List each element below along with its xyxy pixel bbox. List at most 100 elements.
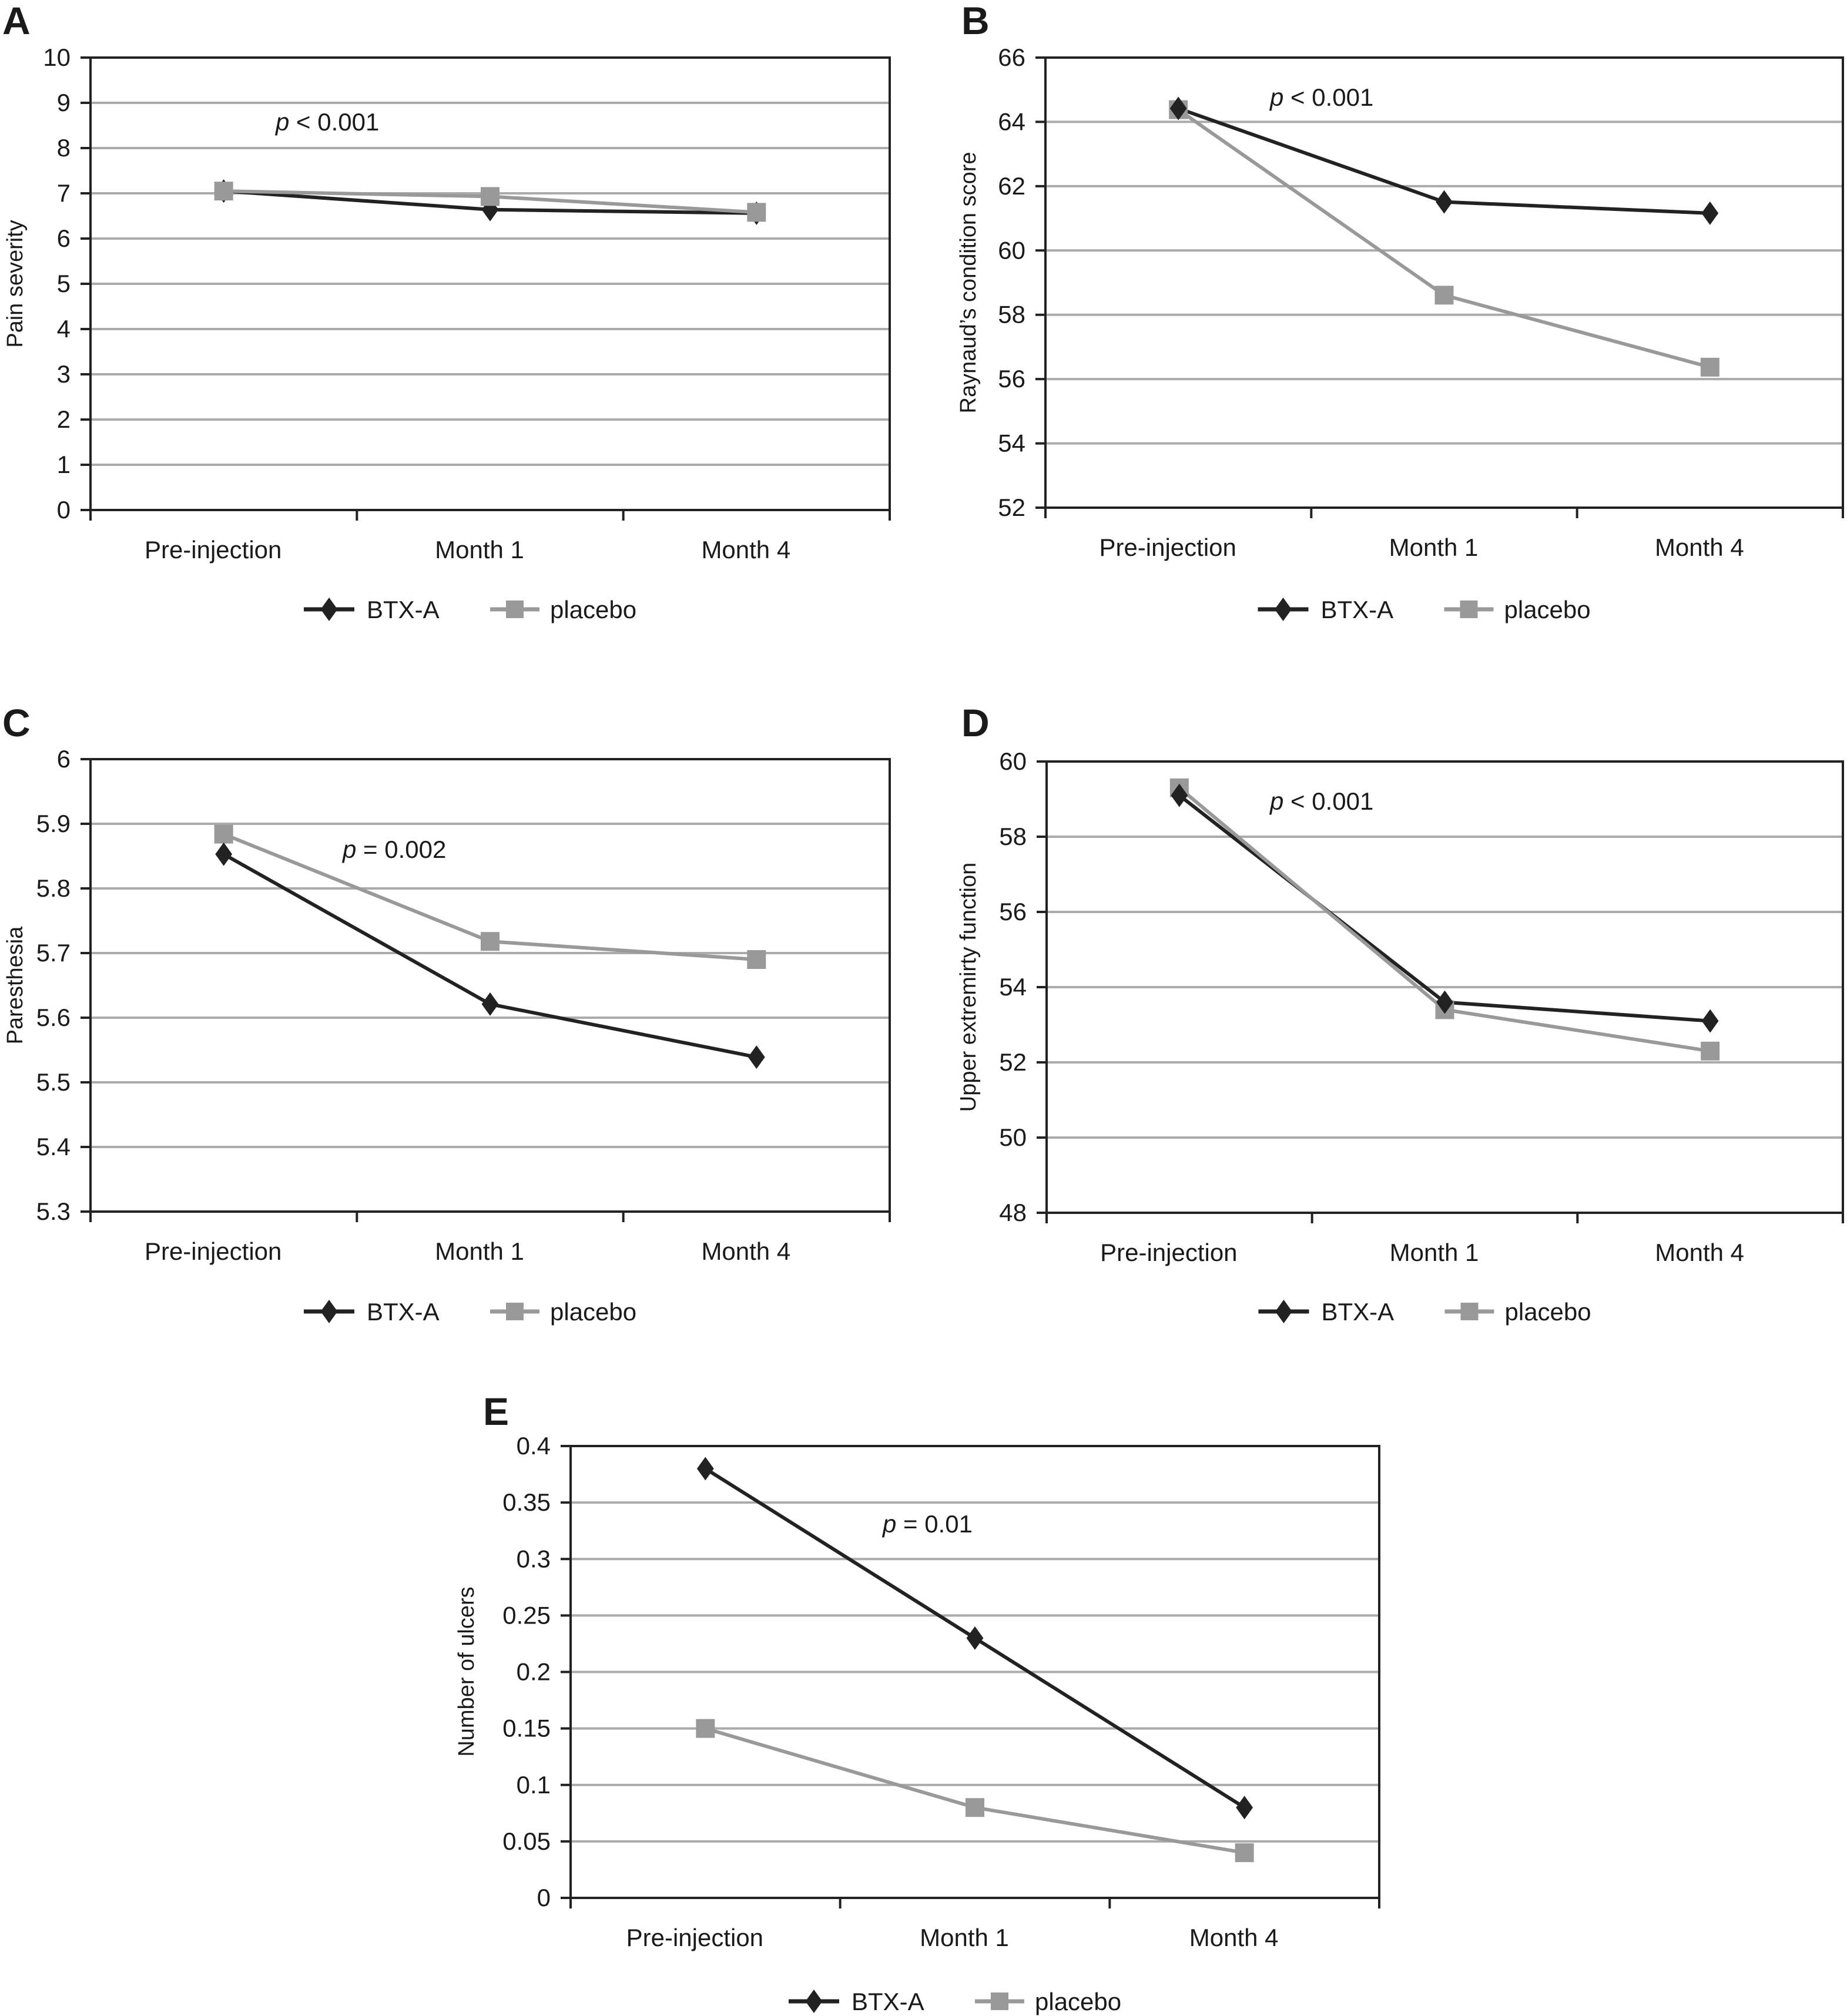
x-tick-label: Pre-injection bbox=[1099, 534, 1236, 561]
y-tick-label: 52 bbox=[998, 494, 1025, 521]
panel-letter: C bbox=[2, 701, 31, 744]
y-tick-label: 58 bbox=[999, 823, 1027, 850]
y-tick-label: 54 bbox=[999, 973, 1027, 1001]
data-point-placebo bbox=[1235, 1843, 1254, 1863]
panel-c: C 5.3 5.4 5.5 5.6 5.7 5.8 5.9 6 Pre-injection Mont… bbox=[2, 701, 891, 1326]
legend-label-placebo: placebo bbox=[1504, 596, 1591, 623]
data-point-placebo bbox=[481, 932, 500, 951]
data-point-btx-a bbox=[1236, 1796, 1253, 1820]
legend-marker-diamond-icon bbox=[1275, 598, 1292, 621]
y-tick-label: 48 bbox=[999, 1199, 1027, 1226]
y-tick-label: 0.2 bbox=[517, 1658, 551, 1686]
series-line-placebo bbox=[705, 1726, 1245, 1855]
series-line-placebo bbox=[1177, 108, 1711, 369]
y-tick-label: 8 bbox=[57, 134, 71, 162]
p-value-annotation: p < 0.001 bbox=[1269, 787, 1373, 815]
x-tick-label: Month 1 bbox=[435, 536, 524, 563]
data-point-btx-a bbox=[966, 1626, 984, 1650]
y-tick-label: 5.5 bbox=[36, 1068, 71, 1096]
legend-label-btx-a: BTX-A bbox=[1322, 1298, 1395, 1326]
x-tick-label: Month 1 bbox=[920, 1924, 1009, 1951]
p-value-annotation: p = 0.01 bbox=[881, 1510, 973, 1538]
plot-frame bbox=[1044, 56, 1844, 509]
legend-marker-diamond-icon bbox=[320, 1300, 338, 1323]
panel-letter: E bbox=[483, 1390, 509, 1433]
y-tick-label: 5.7 bbox=[36, 939, 71, 967]
x-tick-label: Pre-injection bbox=[145, 1237, 281, 1265]
panel-letter: A bbox=[2, 0, 31, 42]
data-point-btx-a bbox=[696, 1457, 714, 1481]
y-tick-label: 56 bbox=[998, 365, 1025, 393]
y-tick-label: 62 bbox=[998, 172, 1025, 200]
y-tick-label: 60 bbox=[998, 236, 1025, 264]
y-tick-label: 0.15 bbox=[502, 1715, 551, 1742]
x-tick-label: Pre-injection bbox=[1100, 1239, 1237, 1266]
data-point-placebo bbox=[214, 182, 233, 201]
y-tick-label: 56 bbox=[999, 898, 1027, 925]
y-tick-label: 10 bbox=[43, 43, 71, 71]
panel-letter: D bbox=[961, 701, 990, 744]
y-tick-label: 2 bbox=[57, 405, 71, 433]
y-axis-title: Paresthesia bbox=[3, 926, 28, 1045]
y-tick-label: 66 bbox=[998, 43, 1025, 71]
y-tick-label: 5.8 bbox=[36, 874, 71, 902]
y-tick-label: 0 bbox=[537, 1884, 551, 1911]
x-tick-label: Month 1 bbox=[435, 1237, 524, 1265]
data-point-btx-a bbox=[481, 992, 499, 1016]
y-tick-label: 0.25 bbox=[502, 1601, 551, 1629]
data-point-btx-a bbox=[1436, 990, 1453, 1014]
p-value-annotation: p < 0.001 bbox=[1269, 83, 1373, 111]
legend-label-placebo: placebo bbox=[1505, 1298, 1591, 1326]
panel-b: B 52 54 56 58 60 62 64 66 Pre-injection Month 1 Mon… bbox=[956, 0, 1844, 623]
data-point-placebo bbox=[1434, 286, 1454, 305]
plot-frame bbox=[89, 758, 891, 1213]
data-point-btx-a bbox=[1171, 783, 1188, 807]
legend-label-btx-a: BTX-A bbox=[367, 1298, 440, 1326]
panel-letter: B bbox=[961, 0, 990, 42]
data-point-btx-a bbox=[1701, 1009, 1719, 1033]
y-axis-title: Number of ulcers bbox=[454, 1586, 479, 1756]
p-value-annotation: p = 0.002 bbox=[341, 836, 446, 863]
y-tick-label: 5.6 bbox=[36, 1004, 71, 1031]
y-axis-title: Upper extremirty function bbox=[956, 863, 981, 1112]
y-tick-label: 0 bbox=[57, 496, 71, 524]
y-tick-label: 5.3 bbox=[36, 1197, 71, 1225]
data-point-placebo bbox=[1700, 357, 1719, 377]
panel-e: E 0 0.05 0.1 0.15 0.2 0.25 0.3 0.35 0.4 Pre-inject… bbox=[454, 1390, 1380, 2015]
y-tick-label: 60 bbox=[999, 747, 1027, 775]
x-tick-label: Pre-injection bbox=[145, 536, 281, 563]
y-tick-label: 9 bbox=[57, 89, 71, 116]
legend-marker-square-icon bbox=[1460, 1303, 1479, 1320]
x-tick-label: Month 1 bbox=[1389, 534, 1479, 561]
x-tick-label: Pre-injection bbox=[626, 1924, 763, 1951]
y-tick-label: 5.9 bbox=[36, 810, 71, 837]
y-tick-label: 50 bbox=[999, 1123, 1027, 1151]
legend: BTX-A placebo bbox=[304, 596, 636, 623]
y-tick-label: 4 bbox=[57, 315, 71, 343]
y-axis-title: Pain severity bbox=[3, 220, 28, 348]
data-point-placebo bbox=[696, 1719, 715, 1738]
y-tick-label: 0.1 bbox=[517, 1771, 551, 1799]
legend-label-btx-a: BTX-A bbox=[852, 1988, 924, 2015]
data-point-placebo bbox=[214, 824, 233, 844]
y-tick-label: 64 bbox=[998, 108, 1025, 135]
data-point-btx-a bbox=[1169, 96, 1187, 120]
y-tick-label: 0.05 bbox=[502, 1827, 551, 1855]
legend-marker-square-icon bbox=[506, 1303, 524, 1320]
y-tick-label: 52 bbox=[999, 1048, 1027, 1076]
data-point-btx-a bbox=[1701, 201, 1719, 225]
y-tick-label: 6 bbox=[57, 224, 71, 252]
data-point-btx-a bbox=[215, 842, 233, 866]
y-tick-label: 1 bbox=[57, 451, 71, 478]
legend-label-placebo: placebo bbox=[550, 596, 636, 623]
y-tick-label: 0.3 bbox=[517, 1545, 551, 1572]
y-tick-label: 0.4 bbox=[517, 1432, 551, 1460]
y-tick-label: 3 bbox=[57, 360, 71, 388]
data-point-btx-a bbox=[747, 1045, 765, 1069]
data-point-btx-a bbox=[1436, 190, 1453, 214]
p-value-annotation: p < 0.001 bbox=[274, 108, 379, 136]
y-tick-label: 5.4 bbox=[36, 1133, 71, 1160]
x-tick-label: Month 4 bbox=[701, 1237, 790, 1265]
x-tick-label: Month 4 bbox=[1189, 1924, 1279, 1951]
y-tick-label: 54 bbox=[998, 430, 1025, 457]
